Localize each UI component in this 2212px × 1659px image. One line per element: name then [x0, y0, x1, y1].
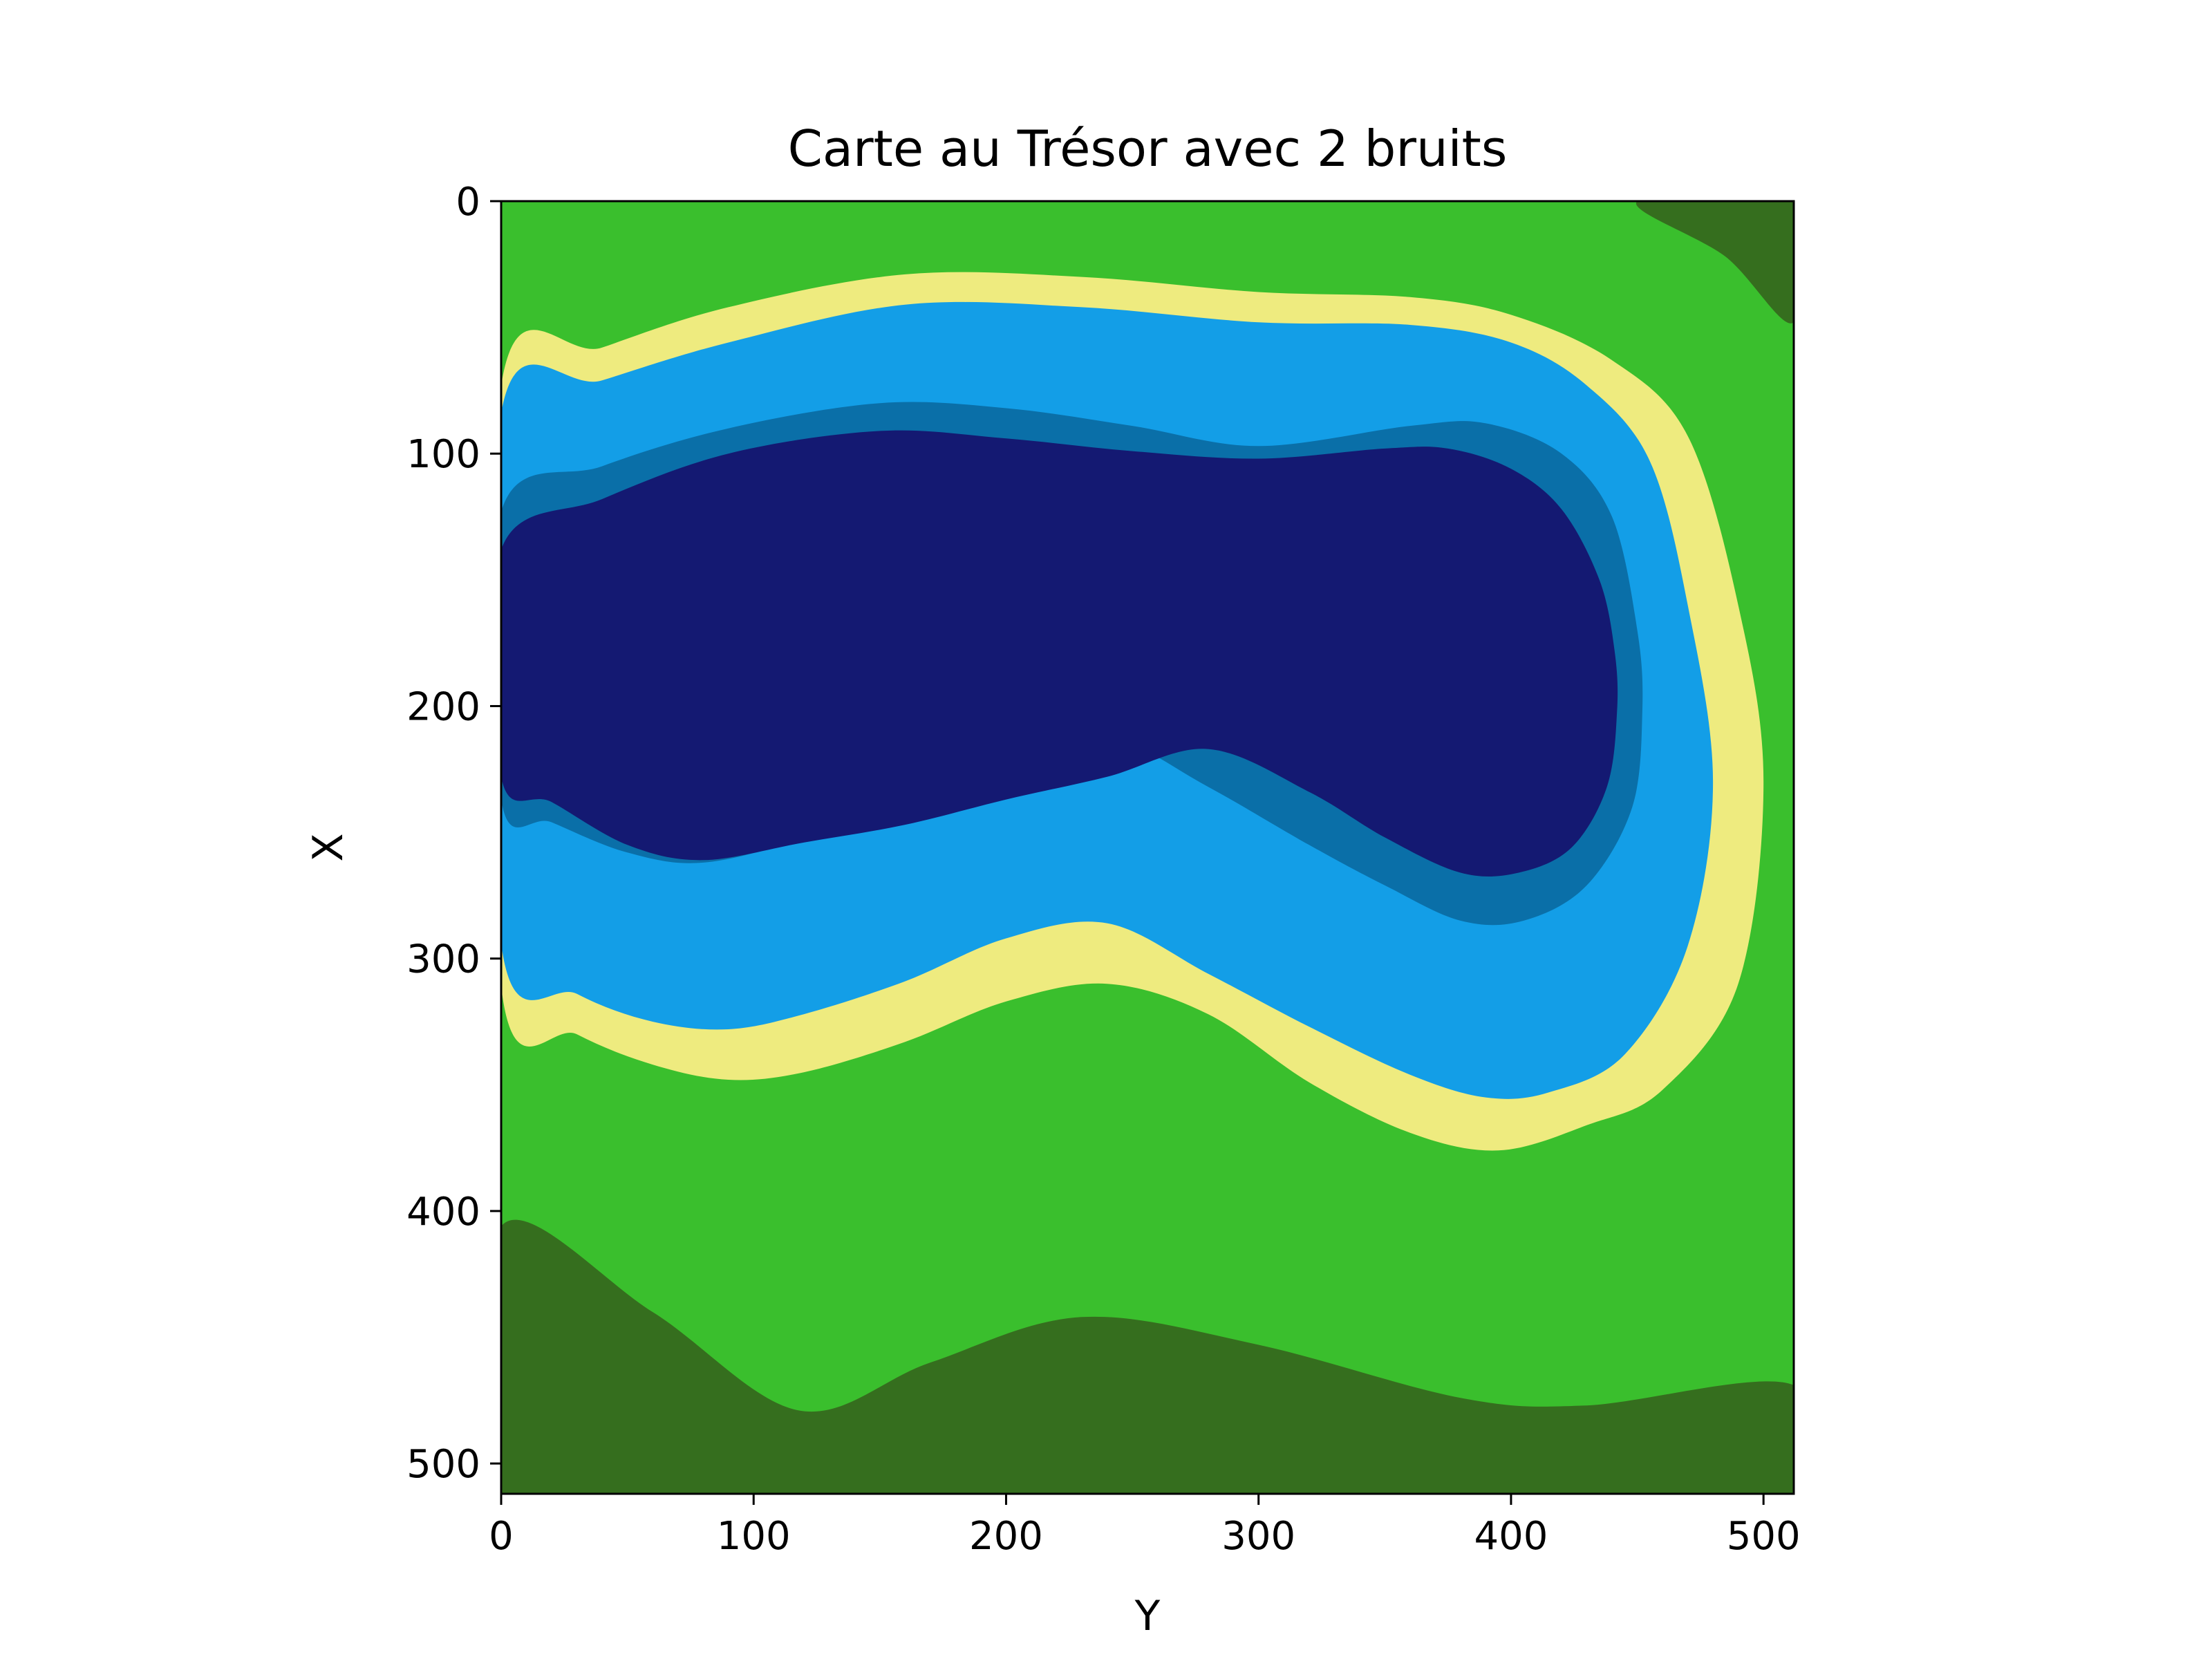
x-tick-label: 100	[717, 1514, 791, 1559]
region-dark-green-bottom	[501, 1219, 1794, 1494]
x-tick-label: 300	[1221, 1514, 1295, 1559]
x-tick-label: 0	[489, 1514, 514, 1559]
y-tick-label: 100	[406, 432, 480, 477]
region-dark-blue-core	[501, 430, 1618, 877]
y-tick-label: 500	[406, 1442, 480, 1487]
x-tick-label: 400	[1474, 1514, 1548, 1559]
map-regions	[501, 201, 1794, 1494]
y-tick-label: 200	[406, 684, 480, 729]
y-tick-label: 300	[406, 937, 480, 982]
chart-title: Carte au Trésor avec 2 bruits	[788, 120, 1508, 178]
y-axis-ticks: 0 100 200 300 400 500	[406, 180, 501, 1487]
plot-frame	[500, 200, 1795, 1495]
plot-area	[501, 201, 1794, 1494]
y-tick-label: 400	[406, 1190, 480, 1235]
x-axis-label: Y	[1134, 1592, 1161, 1640]
region-dark-green-top-right	[1635, 201, 1794, 324]
y-tick-label: 0	[456, 180, 480, 225]
x-tick-label: 200	[969, 1514, 1043, 1559]
x-axis-ticks: 0 100 200 300 400 500	[489, 1494, 1801, 1559]
y-axis-label: X	[304, 833, 353, 861]
x-tick-label: 500	[1727, 1514, 1801, 1559]
